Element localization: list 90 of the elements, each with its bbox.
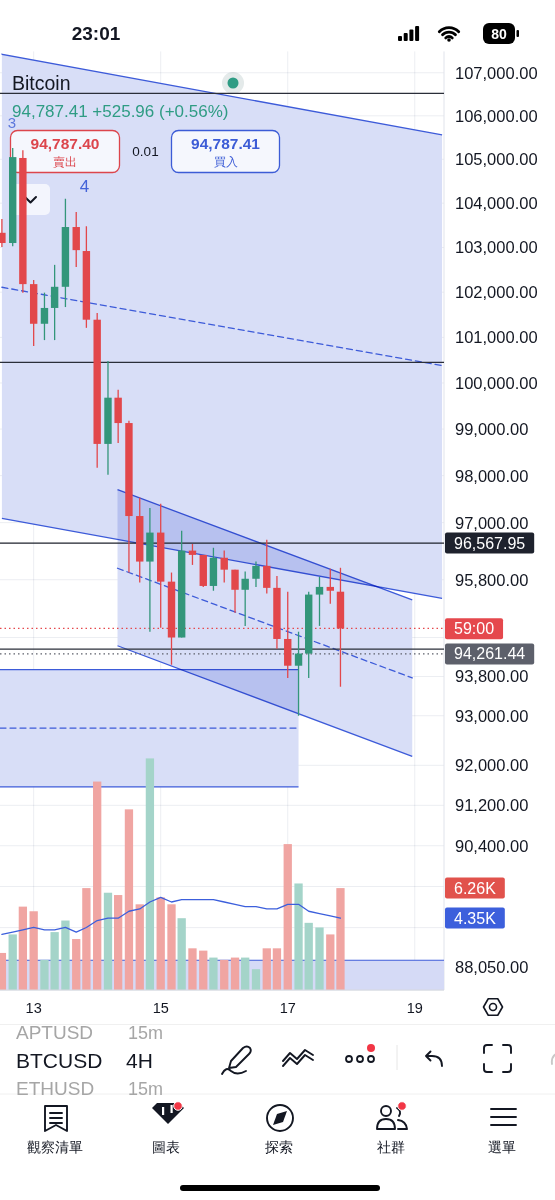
bar — [272, 948, 282, 990]
bar — [135, 904, 144, 990]
text: 23:01 — [71, 23, 121, 44]
annotation: 買入 — [213, 155, 238, 169]
bar — [294, 883, 303, 990]
bar — [336, 888, 345, 990]
ref-line-label: 96,567.95 — [454, 534, 526, 552]
y-tick-label: 93,000.00 — [455, 706, 529, 725]
text: Bitcoin — [12, 72, 71, 94]
text: 6.26K — [454, 879, 497, 897]
candlestick — [0, 218, 6, 248]
candlestick — [40, 292, 49, 341]
bar — [8, 934, 17, 990]
y-tick-label: 107,000.00 — [455, 63, 538, 82]
x-tick-label: 13 — [25, 1000, 42, 1016]
bar — [18, 906, 28, 990]
bar — [93, 781, 102, 990]
candlestick — [326, 568, 334, 605]
y-tick-label: 104,000.00 — [455, 194, 538, 213]
bar — [315, 927, 324, 990]
bar — [262, 948, 271, 990]
y-tick-label: 92,000.00 — [455, 756, 529, 775]
text: 選單 — [488, 1139, 516, 1155]
candlestick — [294, 631, 303, 717]
text: ETHUSD — [16, 1078, 95, 1099]
bar — [230, 957, 240, 990]
text: APTUSD — [16, 1022, 94, 1043]
bar — [177, 918, 186, 990]
bar — [156, 897, 165, 990]
annotation: 0.01 — [132, 143, 159, 159]
y-tick-label: 99,000.00 — [455, 420, 529, 439]
bar — [220, 959, 229, 990]
bar — [188, 948, 197, 990]
bar — [124, 809, 134, 990]
candlestick — [252, 560, 260, 588]
y-tick-label: 103,000.00 — [455, 238, 538, 257]
bar — [209, 957, 218, 990]
text: 15m — [128, 1079, 164, 1099]
x-tick-label: 15 — [152, 1000, 169, 1016]
bar — [326, 934, 335, 990]
x-tick-label: 19 — [406, 1000, 423, 1016]
bar — [167, 904, 176, 990]
candlestick — [220, 549, 228, 584]
y-tick-label: 106,000.00 — [455, 106, 538, 125]
bar — [114, 895, 123, 990]
candlestick — [315, 576, 324, 627]
bar — [199, 950, 208, 990]
y-tick-label: 88,050.00 — [455, 957, 529, 976]
bar — [61, 920, 70, 990]
bar — [241, 957, 250, 990]
bar — [145, 758, 155, 990]
text: 4H — [126, 1049, 153, 1072]
y-tick-label: 102,000.00 — [455, 283, 538, 302]
ref-line-label: 94,261.44 — [454, 645, 526, 663]
x-tick-label: 17 — [279, 1000, 296, 1016]
y-tick-label: 91,200.00 — [455, 796, 529, 815]
text: 80 — [491, 25, 507, 42]
text: 觀察清單 — [27, 1139, 83, 1155]
candlestick — [241, 570, 249, 627]
candlestick — [72, 211, 80, 268]
bar — [304, 922, 313, 990]
text: 探索 — [265, 1139, 293, 1155]
bar — [283, 844, 292, 990]
y-tick-label: 101,000.00 — [455, 328, 538, 347]
bar — [103, 892, 113, 990]
annotation: 賣出 — [53, 155, 77, 169]
bar — [82, 888, 91, 990]
text: 社群 — [377, 1139, 405, 1155]
candlestick — [263, 539, 271, 595]
y-tick-label: 90,400.00 — [455, 836, 529, 855]
bar — [72, 939, 81, 990]
annotation: 4 — [79, 177, 90, 196]
bar — [0, 952, 7, 990]
y-tick-label: 100,000.00 — [455, 373, 538, 392]
y-tick-label: 98,000.00 — [455, 466, 529, 485]
annotation: 94,787.41 — [191, 134, 261, 152]
y-tick-label: 105,000.00 — [455, 150, 538, 169]
y-tick-label: 93,800.00 — [455, 667, 529, 686]
candlestick — [50, 264, 59, 341]
y-tick-label: 95,800.00 — [455, 570, 529, 589]
text: 59:00 — [454, 620, 495, 638]
bar — [29, 911, 38, 990]
text: BTCUSD — [16, 1049, 103, 1072]
text: 圖表 — [152, 1139, 180, 1155]
bar — [251, 969, 261, 990]
y-tick-label: 97,000.00 — [455, 513, 529, 532]
candlestick — [231, 569, 239, 614]
text: 15m — [128, 1023, 164, 1043]
text: 4.35K — [454, 909, 497, 927]
annotation: 94,787.40 — [30, 134, 100, 152]
